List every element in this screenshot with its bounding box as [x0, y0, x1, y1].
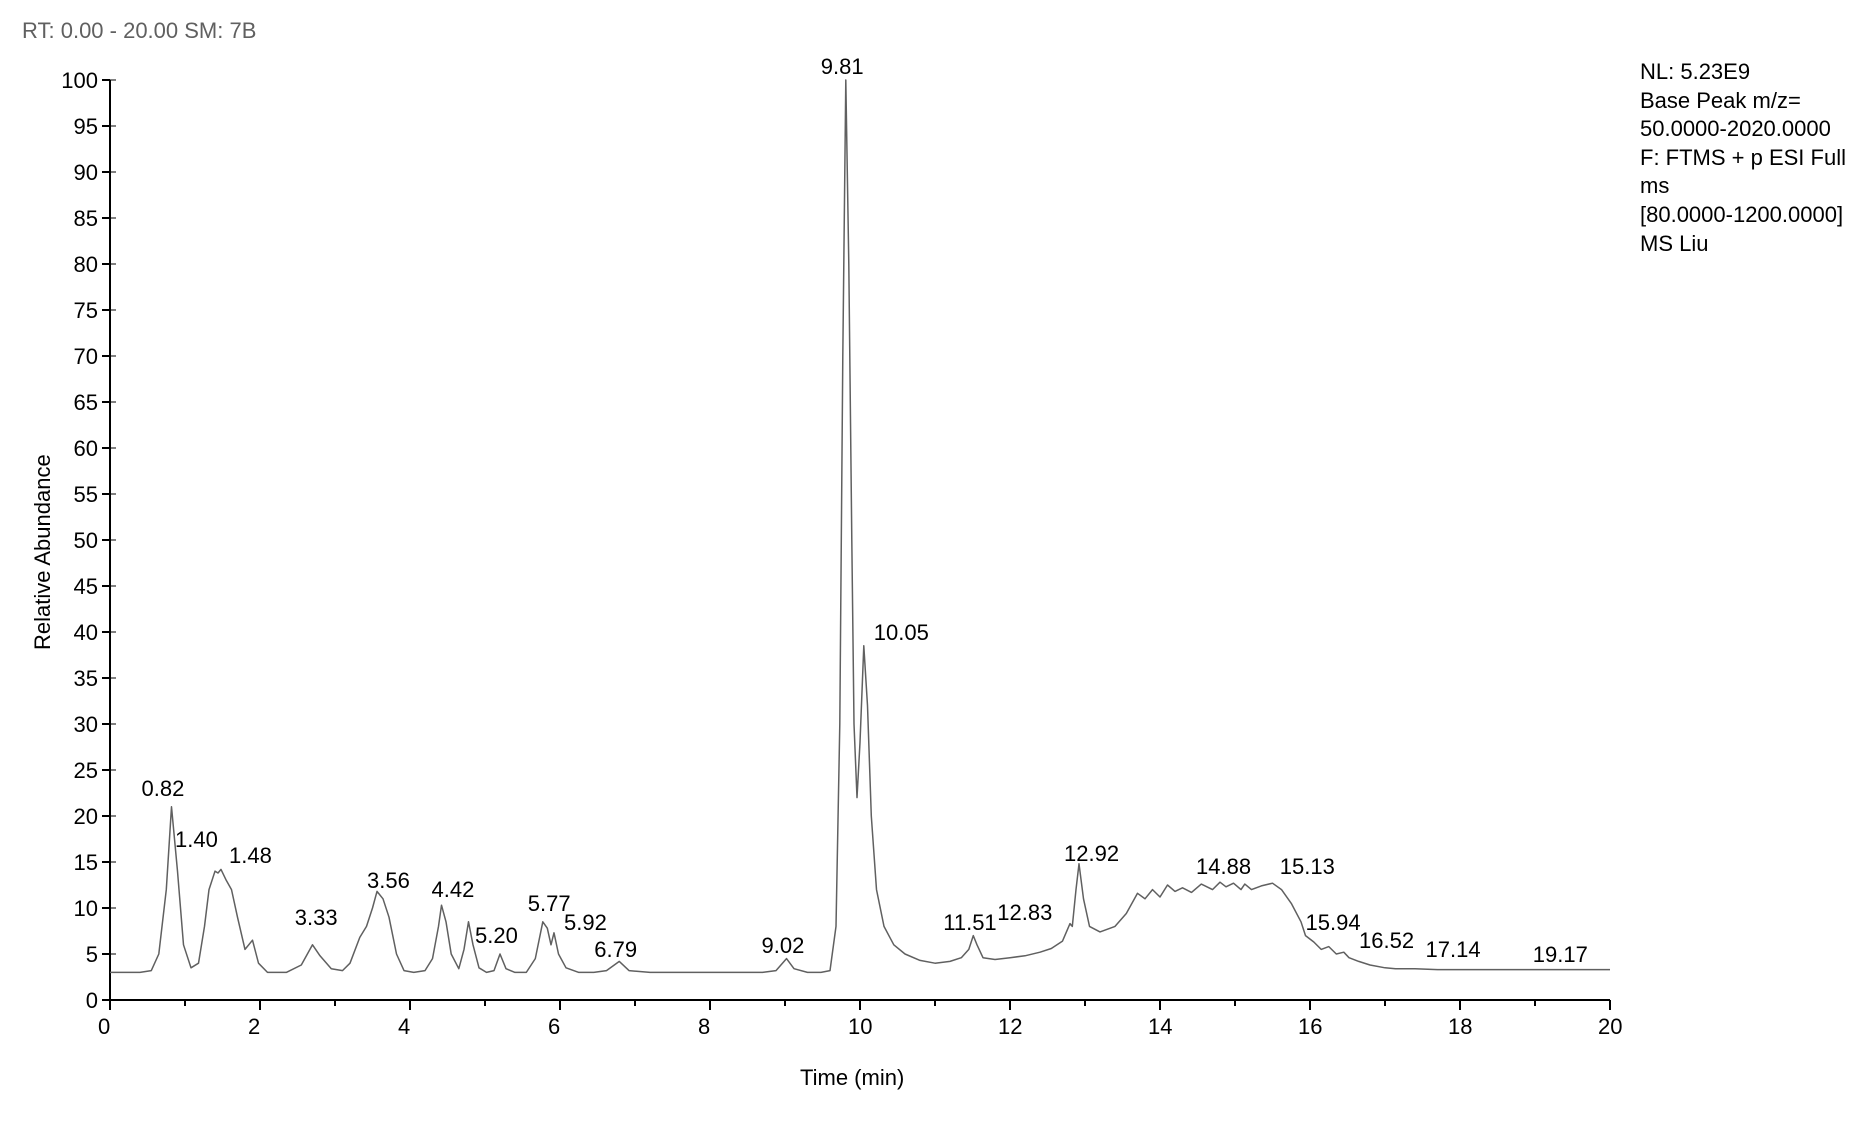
x-tick-label: 20 — [1598, 1014, 1622, 1040]
x-tick-label: 14 — [1148, 1014, 1172, 1040]
y-tick-label: 50 — [74, 528, 98, 554]
y-tick-label: 45 — [74, 574, 98, 600]
x-tick-label: 2 — [248, 1014, 260, 1040]
peak-label: 6.79 — [594, 937, 637, 963]
peak-label: 5.92 — [564, 910, 607, 936]
x-axis-title: Time (min) — [800, 1065, 904, 1091]
peak-label: 5.20 — [475, 923, 518, 949]
y-tick-label: 55 — [74, 482, 98, 508]
x-tick-label: 10 — [848, 1014, 872, 1040]
peak-label: 3.33 — [295, 905, 338, 931]
y-tick-label: 65 — [74, 390, 98, 416]
y-tick-label: 5 — [86, 942, 98, 968]
peak-label: 19.17 — [1533, 942, 1588, 968]
y-tick-label: 35 — [74, 666, 98, 692]
peak-label: 12.83 — [997, 900, 1052, 926]
peak-label: 0.82 — [142, 776, 185, 802]
x-tick-label: 6 — [548, 1014, 560, 1040]
peak-label: 15.13 — [1280, 854, 1335, 880]
y-tick-label: 60 — [74, 436, 98, 462]
y-tick-label: 40 — [74, 620, 98, 646]
y-tick-label: 25 — [74, 758, 98, 784]
peak-label: 3.56 — [367, 868, 410, 894]
chromatogram-trace — [110, 80, 1610, 972]
y-tick-label: 20 — [74, 804, 98, 830]
y-tick-label: 85 — [74, 206, 98, 232]
x-tick-label: 16 — [1298, 1014, 1322, 1040]
y-axis-title: Relative Abundance — [30, 454, 56, 650]
x-tick-label: 12 — [998, 1014, 1022, 1040]
x-tick-label: 4 — [398, 1014, 410, 1040]
x-tick-label: 8 — [698, 1014, 710, 1040]
y-tick-label: 70 — [74, 344, 98, 370]
y-tick-label: 100 — [61, 68, 98, 94]
peak-label: 9.81 — [821, 54, 864, 80]
peak-label: 4.42 — [432, 877, 475, 903]
peak-label: 9.02 — [762, 933, 805, 959]
y-tick-label: 10 — [74, 896, 98, 922]
peak-label: 10.05 — [874, 620, 929, 646]
y-tick-label: 95 — [74, 114, 98, 140]
peak-label: 14.88 — [1196, 854, 1251, 880]
peak-label: 17.14 — [1426, 937, 1481, 963]
y-tick-label: 80 — [74, 252, 98, 278]
y-tick-label: 75 — [74, 298, 98, 324]
peak-label: 1.48 — [229, 843, 272, 869]
peak-label: 15.94 — [1306, 910, 1361, 936]
y-tick-label: 30 — [74, 712, 98, 738]
y-tick-label: 15 — [74, 850, 98, 876]
peak-label: 12.92 — [1064, 841, 1119, 867]
x-tick-label: 18 — [1448, 1014, 1472, 1040]
chromatogram-container: RT: 0.00 - 20.00 SM: 7B NL: 5.23E9Base P… — [0, 0, 1854, 1123]
peak-label: 16.52 — [1359, 928, 1414, 954]
y-tick-label: 0 — [86, 988, 98, 1014]
x-tick-label: 0 — [98, 1014, 110, 1040]
y-tick-label: 90 — [74, 160, 98, 186]
peak-label: 11.51 — [943, 910, 996, 936]
peak-label: 1.40 — [175, 827, 218, 853]
